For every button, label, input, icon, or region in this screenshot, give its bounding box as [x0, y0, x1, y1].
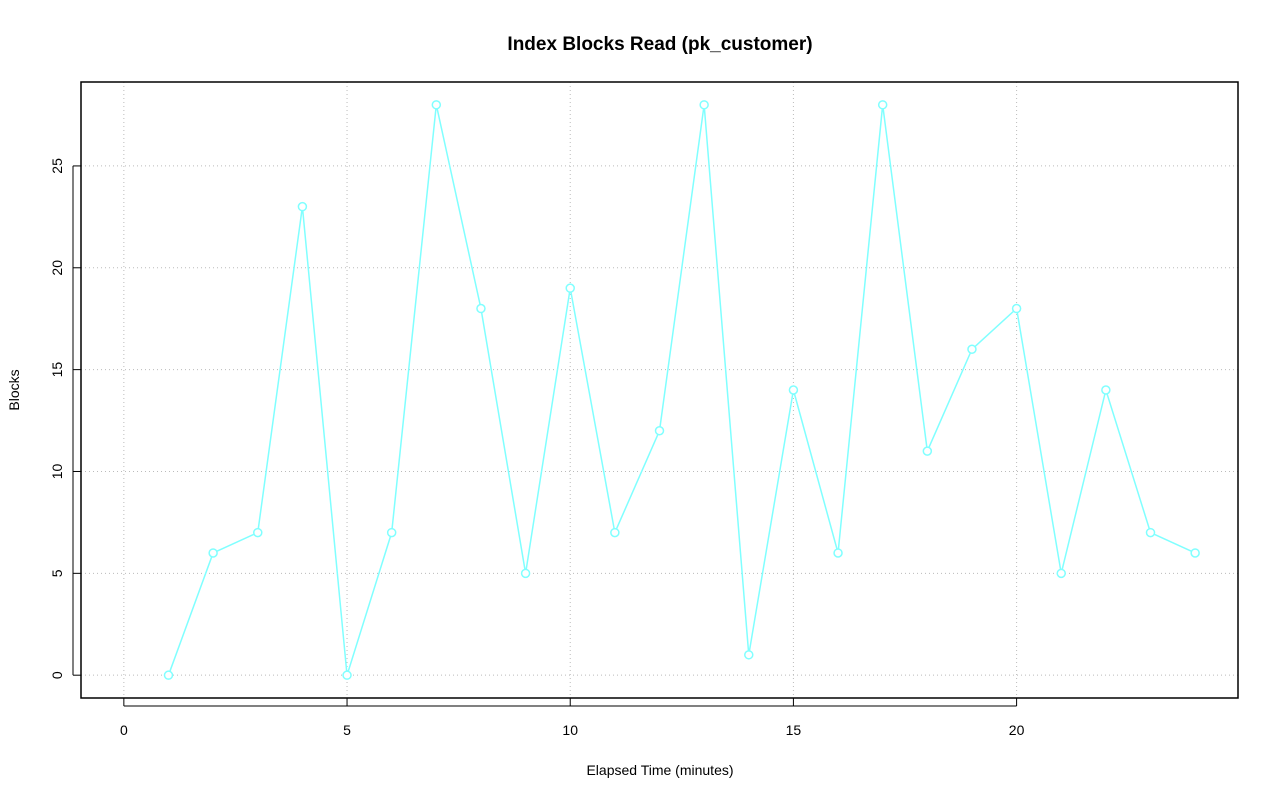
data-point: [1145, 527, 1156, 538]
data-point: [967, 344, 977, 355]
data-line: [167, 104, 1196, 676]
data-point: [476, 303, 486, 314]
data-point: [297, 201, 308, 212]
data-point: [386, 527, 397, 538]
x-tick-label: 20: [1009, 722, 1025, 738]
x-tick-label: 5: [343, 722, 351, 738]
data-point: [877, 100, 888, 110]
x-axis-label: Elapsed Time (minutes): [586, 762, 733, 778]
data-point: [342, 670, 352, 680]
chart-title: Index Blocks Read (pk_customer): [507, 34, 812, 55]
data-point: [565, 283, 575, 293]
y-tick-label: 20: [49, 260, 65, 276]
data-point: [699, 100, 709, 110]
x-tick-label: 0: [120, 722, 128, 738]
data-point: [208, 548, 218, 558]
x-tick-label: 10: [562, 722, 578, 738]
x-tick-label: 15: [786, 722, 802, 738]
data-point: [654, 425, 665, 436]
data-point: [253, 527, 263, 538]
data-point: [788, 385, 799, 395]
y-tick-label: 0: [49, 671, 65, 679]
data-point: [1056, 568, 1066, 579]
data-point: [1190, 548, 1200, 558]
y-tick-label: 10: [49, 463, 65, 479]
plot-frame: [80, 81, 1239, 699]
data-point: [520, 568, 531, 579]
y-axis-label: Blocks: [6, 369, 22, 410]
data-point: [1011, 303, 1022, 314]
data-point: [431, 100, 442, 110]
y-tick-label: 25: [49, 158, 65, 174]
data-point: [163, 670, 174, 680]
data-point: [744, 650, 754, 660]
y-tick-label: 5: [49, 569, 65, 577]
data-point: [922, 446, 933, 456]
data-point: [1101, 385, 1111, 395]
y-tick-label: 15: [49, 362, 65, 378]
data-point: [610, 527, 620, 538]
data-point: [833, 548, 843, 558]
